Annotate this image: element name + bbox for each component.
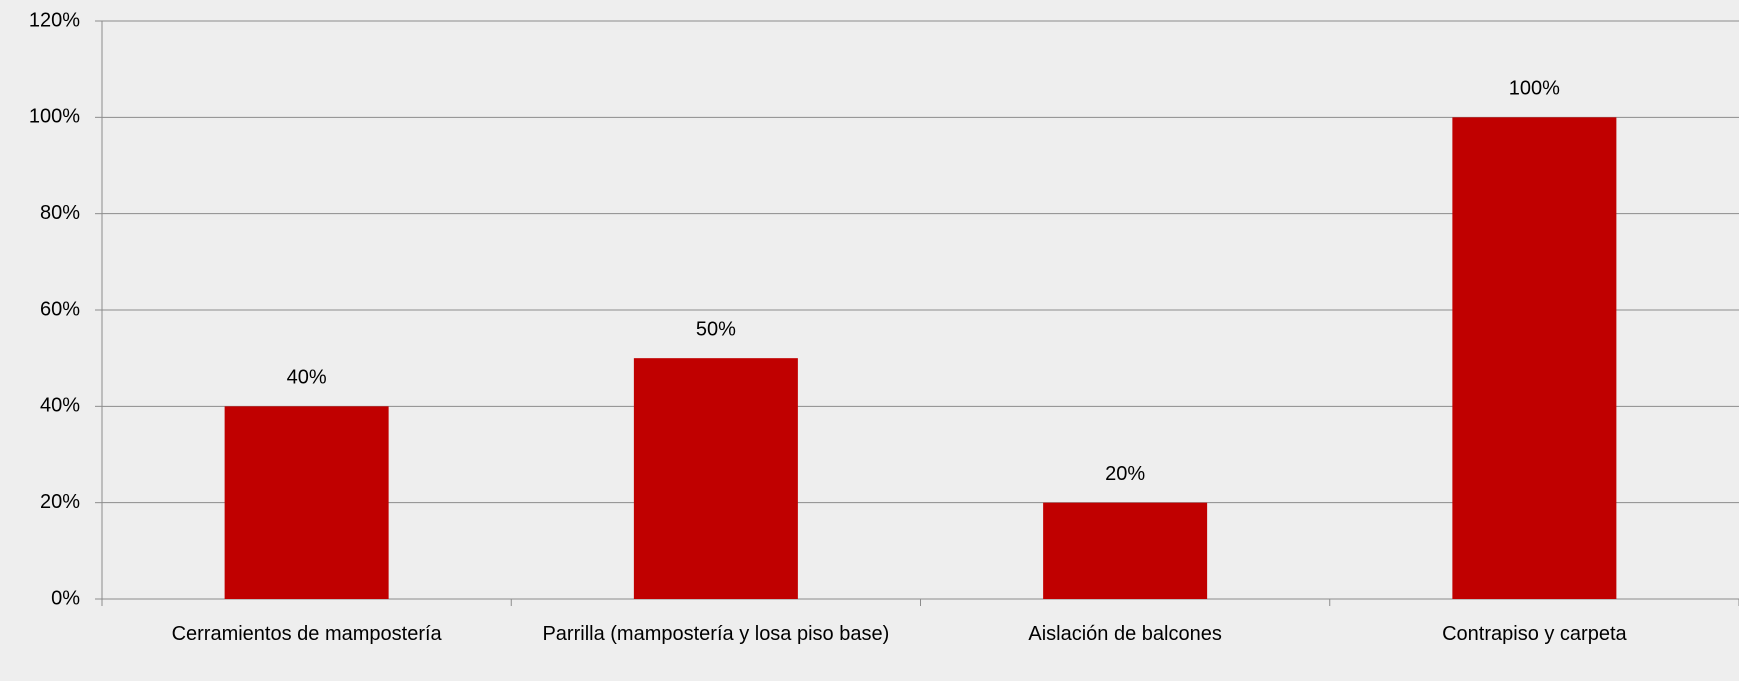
bar [224, 406, 389, 599]
y-tick-label: 0% [51, 587, 80, 609]
bar [1452, 117, 1617, 599]
data-label: 50% [696, 318, 736, 340]
y-tick-label: 40% [40, 395, 80, 417]
bar [1043, 502, 1208, 599]
x-tick-label: Cerramientos de mampostería [171, 623, 442, 645]
y-tick-label: 20% [40, 491, 80, 513]
bar [633, 358, 798, 599]
y-tick-label: 80% [40, 202, 80, 224]
data-label: 100% [1509, 78, 1560, 100]
y-tick-label: 100% [29, 106, 80, 128]
data-label: 40% [287, 367, 327, 389]
x-tick-label: Contrapiso y carpeta [1442, 623, 1627, 645]
x-tick-label: Parrilla (mampostería y losa piso base) [542, 623, 890, 645]
data-label: 20% [1105, 463, 1145, 485]
y-tick-label: 60% [40, 298, 80, 320]
y-tick-label: 120% [29, 9, 80, 31]
x-tick-label: Aislación de balcones [1028, 623, 1222, 645]
